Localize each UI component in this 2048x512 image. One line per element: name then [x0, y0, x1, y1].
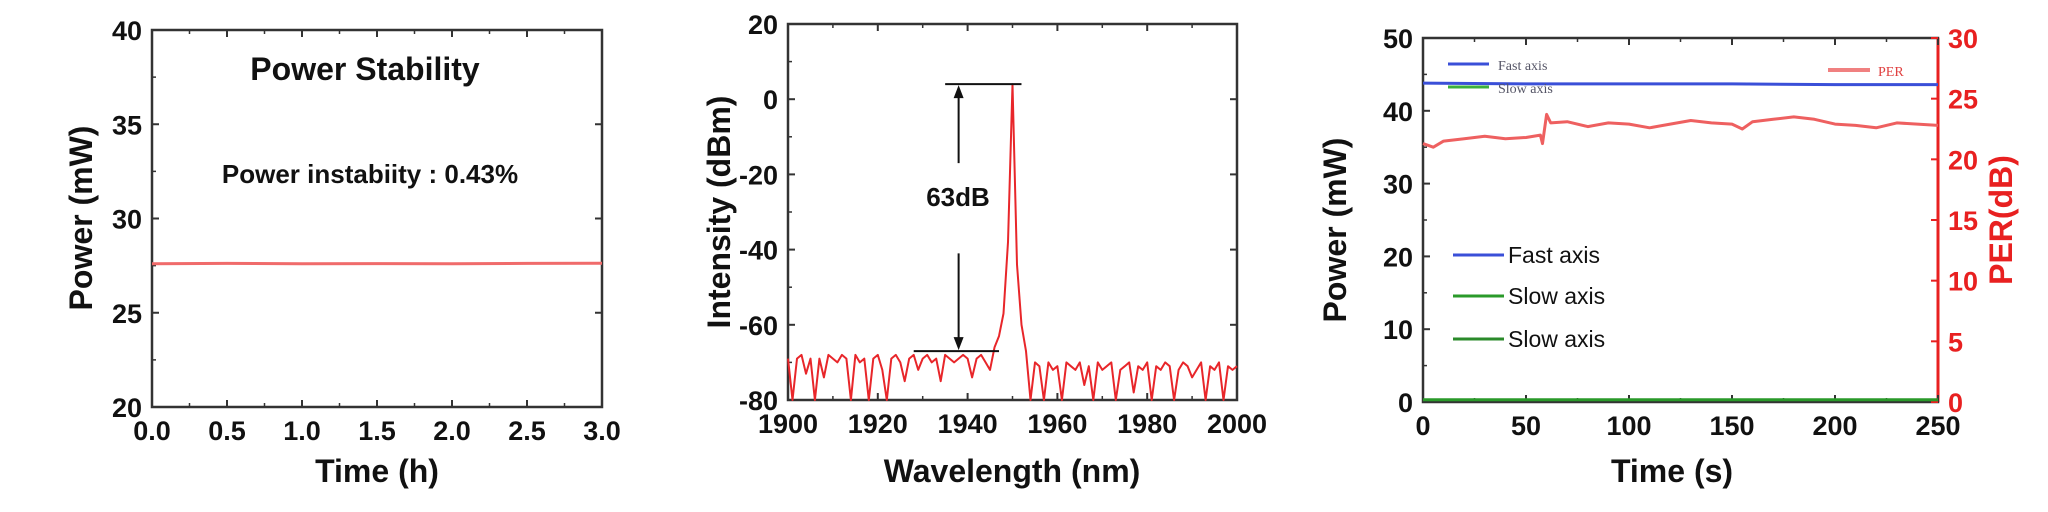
y-tick-label: 20 [748, 10, 778, 40]
chart1-xlabel: Time (h) [315, 453, 439, 489]
up-arrow-head [953, 85, 964, 99]
series-line-0 [787, 83, 1238, 401]
y-tick-label: -20 [739, 160, 778, 190]
top-legend-per-label: PER [1878, 65, 1904, 80]
y2-tick-label: 10 [1948, 267, 1978, 297]
x-tick-label: 2.0 [433, 416, 471, 446]
y-tick-label: 20 [112, 393, 142, 423]
x-tick-label: 1900 [758, 409, 818, 439]
y2-tick-label: 0 [1948, 388, 1963, 418]
y-tick-label: 40 [1383, 97, 1413, 127]
x-tick-label: 1.5 [358, 416, 396, 446]
chart2-xlabel: Wavelength (nm) [884, 453, 1141, 489]
series-line-fast-axis [1422, 81, 1938, 87]
top-legend: Fast axis Slow axis PER [1448, 59, 1904, 97]
x-tick-label: 200 [1812, 411, 1857, 441]
x-tick-label: 150 [1709, 411, 1754, 441]
y-tick-label: 30 [1383, 170, 1413, 200]
chart-power-stability: 0.0 0.5 1.0 1.5 2.0 2.5 3.0 20 25 30 35 40 [112, 16, 621, 446]
chart1-annotation: Power instabiity : 0.43% [222, 159, 518, 189]
x-tick-label: 250 [1915, 411, 1960, 441]
x-tick-label: 0.0 [133, 416, 171, 446]
x-tick-label: 2000 [1207, 409, 1267, 439]
legend: Fast axis Slow axis Slow axis [1453, 242, 1605, 352]
chart-spectrum: 1900 1920 1940 1960 1980 2000 -80 -60 -40 -20 0 20 [739, 10, 1267, 439]
x-tick-label: 50 [1511, 411, 1541, 441]
y2-tick-label: 25 [1948, 85, 1978, 115]
x-tick-label: 0.5 [208, 416, 246, 446]
top-legend-fast-label: Fast axis [1498, 59, 1547, 74]
chart2-annotation: 63dB [926, 182, 990, 212]
series-line-per [1422, 112, 1939, 149]
x-tick-label: 100 [1606, 411, 1651, 441]
top-legend-slow-label: Slow axis [1498, 82, 1553, 97]
legend-label-slow-1: Slow axis [1508, 283, 1605, 309]
chart2-ylabel: Intensity (dBm) [701, 96, 737, 329]
y-tick-label: 35 [112, 110, 142, 140]
x-tick-label: 1920 [848, 409, 908, 439]
chart3-xlabel: Time (s) [1611, 453, 1733, 489]
series-line-0 [151, 261, 603, 266]
plot-frame [786, 22, 1239, 402]
chart3-y2label: PER(dB) [1983, 155, 2019, 285]
legend-label-fast: Fast axis [1508, 242, 1600, 268]
y2-tick-label: 30 [1948, 24, 1978, 54]
x-tick-label: 2.5 [508, 416, 546, 446]
x-tick-label: 3.0 [583, 416, 621, 446]
legend-label-slow-2: Slow axis [1508, 326, 1605, 352]
y-tick-label: 20 [1383, 242, 1413, 272]
y-tick-label: 30 [112, 205, 142, 235]
y-tick-label: 10 [1383, 315, 1413, 345]
y2-tick-label: 15 [1948, 206, 1978, 236]
chart1-ylabel: Power (mW) [63, 126, 99, 311]
x-tick-label: 1960 [1027, 409, 1087, 439]
down-arrow-head [953, 337, 964, 351]
y-tick-label: 50 [1383, 24, 1413, 54]
y-tick-label: -40 [739, 236, 778, 266]
y-tick-label: 0 [763, 85, 778, 115]
y-tick-label: 0 [1398, 388, 1413, 418]
x-tick-label: 1980 [1117, 409, 1177, 439]
chart3-ylabel: Power (mW) [1317, 138, 1353, 323]
x-tick-label: 1.0 [283, 416, 321, 446]
x-tick-label: 0 [1415, 411, 1430, 441]
chart1-title: Power Stability [250, 51, 480, 87]
y-tick-label: 25 [112, 299, 142, 329]
x-tick-label: 1940 [938, 409, 998, 439]
y2-tick-label: 20 [1948, 145, 1978, 175]
y-tick-label: -60 [739, 311, 778, 341]
y2-tick-label: 5 [1948, 327, 1963, 357]
y-tick-label: -80 [739, 386, 778, 416]
y-tick-label: 40 [112, 16, 142, 46]
